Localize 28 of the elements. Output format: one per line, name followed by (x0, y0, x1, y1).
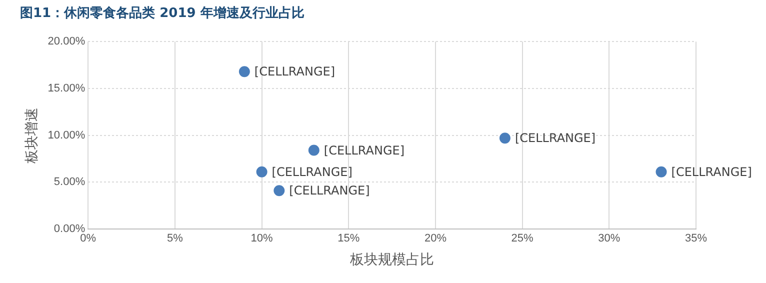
y-tick-label: 15.00% (48, 82, 86, 94)
x-tick-label: 5% (166, 232, 184, 245)
point (656, 166, 667, 178)
data-label: [CELLRANGE] (671, 164, 752, 179)
x-tick-label: 25% (511, 232, 534, 245)
x-tick-label: 15% (338, 232, 360, 245)
y-tick-label: 10.00% (48, 129, 86, 142)
point (499, 132, 510, 144)
x-tick-label: 35% (684, 232, 708, 245)
x-tick-label: 10% (250, 232, 274, 245)
y-tick-label: 5.00% (54, 176, 86, 188)
x-tick-label: 20% (424, 232, 447, 245)
y-axis-title: 板块增速 (24, 107, 40, 164)
point (238, 66, 250, 78)
y-tick-label: 20.00% (48, 36, 86, 48)
data-label: [CELLRANGE] (254, 64, 336, 79)
point (308, 144, 320, 156)
chart-title: 图11：休闲零食各品类 2019 年增速及行业占比 (20, 6, 304, 22)
x-tick-label: 0% (80, 232, 96, 245)
data-label: [CELLRANGE] (324, 143, 405, 158)
data-label: [CELLRANGE] (289, 184, 370, 198)
x-axis-title: 板块规模占比 (349, 252, 434, 268)
data-label: [CELLRANGE] (514, 131, 596, 146)
point (256, 166, 268, 178)
x-tick-label: 30% (598, 232, 620, 245)
data-label: [CELLRANGE] (272, 164, 352, 179)
point (274, 185, 285, 196)
y-tick-label: 0.00% (54, 223, 86, 236)
